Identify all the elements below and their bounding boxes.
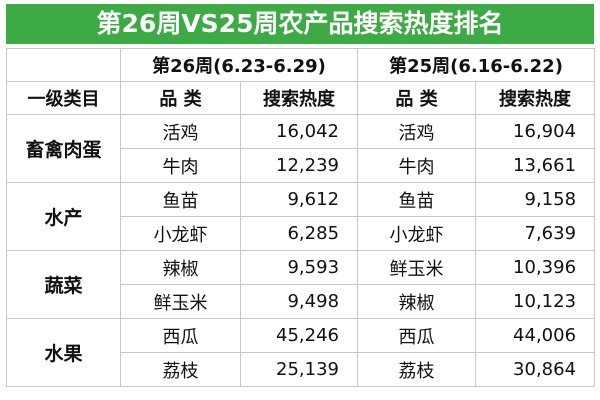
column-header: 搜索热度	[239, 81, 359, 115]
item-cell: 鱼苗	[357, 182, 477, 217]
category-cell: 水果	[6, 318, 121, 387]
category-cell: 蔬菜	[6, 250, 121, 319]
item-cell: 活鸡	[120, 114, 241, 149]
column-header: 品 类	[357, 81, 477, 115]
data-row: 水果 西瓜 45,246 西瓜 44,006	[6, 318, 596, 387]
data-row: 畜禽肉蛋 活鸡 16,042 活鸡 16,904	[6, 114, 596, 183]
heat-cell: 45,246	[239, 318, 359, 353]
heat-cell: 7,639	[475, 216, 596, 251]
item-cell: 小龙虾	[357, 216, 477, 251]
blank-cell	[6, 48, 121, 82]
ranking-table: 第26周(6.23-6.29) 第25周(6.16-6.22) 一级类目 品 类…	[6, 48, 596, 387]
item-cell: 牛肉	[357, 148, 477, 183]
heat-cell: 10,396	[475, 250, 596, 285]
item-cell: 活鸡	[357, 114, 477, 149]
item-cell: 鲜玉米	[357, 250, 477, 285]
group-header: 第26周(6.23-6.29)	[119, 48, 359, 82]
table-body: 第26周(6.23-6.29) 第25周(6.16-6.22) 一级类目 品 类…	[6, 48, 596, 387]
item-cell: 西瓜	[357, 318, 477, 353]
column-row: 一级类目 品 类 搜索热度 品 类 搜索热度	[6, 81, 596, 115]
heat-cell: 44,006	[475, 318, 596, 353]
column-header: 一级类目	[6, 81, 121, 115]
heat-cell: 9,612	[239, 182, 359, 217]
item-cell: 辣椒	[120, 250, 241, 285]
heat-cell: 9,498	[239, 284, 359, 319]
data-row: 小龙虾 6,285 小龙虾 7,639	[7, 216, 596, 251]
item-cell: 西瓜	[120, 318, 241, 353]
column-header: 品 类	[120, 81, 241, 115]
category-cell: 畜禽肉蛋	[6, 114, 121, 183]
heat-cell: 30,864	[475, 352, 596, 387]
item-cell: 荔枝	[357, 352, 477, 387]
heat-cell: 16,904	[475, 114, 596, 149]
heat-cell: 25,139	[239, 352, 359, 387]
data-row: 荔枝 25,139 荔枝 30,864	[7, 352, 596, 387]
heat-cell: 9,593	[239, 250, 359, 285]
heat-cell: 10,123	[475, 284, 596, 319]
data-row: 鲜玉米 9,498 辣椒 10,123	[7, 284, 596, 319]
heat-cell: 6,285	[239, 216, 359, 251]
item-cell: 鱼苗	[120, 182, 241, 217]
group-header: 第25周(6.16-6.22)	[357, 48, 596, 82]
data-row: 蔬菜 辣椒 9,593 鲜玉米 10,396	[6, 250, 596, 319]
heat-cell: 12,239	[239, 148, 359, 183]
data-row: 牛肉 12,239 牛肉 13,661	[7, 148, 596, 183]
title-bar: 第26周VS25周农产品搜索热度排名	[6, 4, 594, 44]
item-cell: 辣椒	[357, 284, 477, 319]
data-row: 水产 鱼苗 9,612 鱼苗 9,158	[6, 182, 596, 251]
header-row: 第26周(6.23-6.29) 第25周(6.16-6.22)	[6, 48, 596, 82]
heat-cell: 13,661	[475, 148, 596, 183]
item-cell: 小龙虾	[120, 216, 241, 251]
item-cell: 荔枝	[120, 352, 241, 387]
heat-cell: 16,042	[239, 114, 359, 149]
item-cell: 牛肉	[120, 148, 241, 183]
heat-cell: 9,158	[475, 182, 596, 217]
column-header: 搜索热度	[475, 81, 596, 115]
category-cell: 水产	[6, 182, 121, 251]
item-cell: 鲜玉米	[120, 284, 241, 319]
